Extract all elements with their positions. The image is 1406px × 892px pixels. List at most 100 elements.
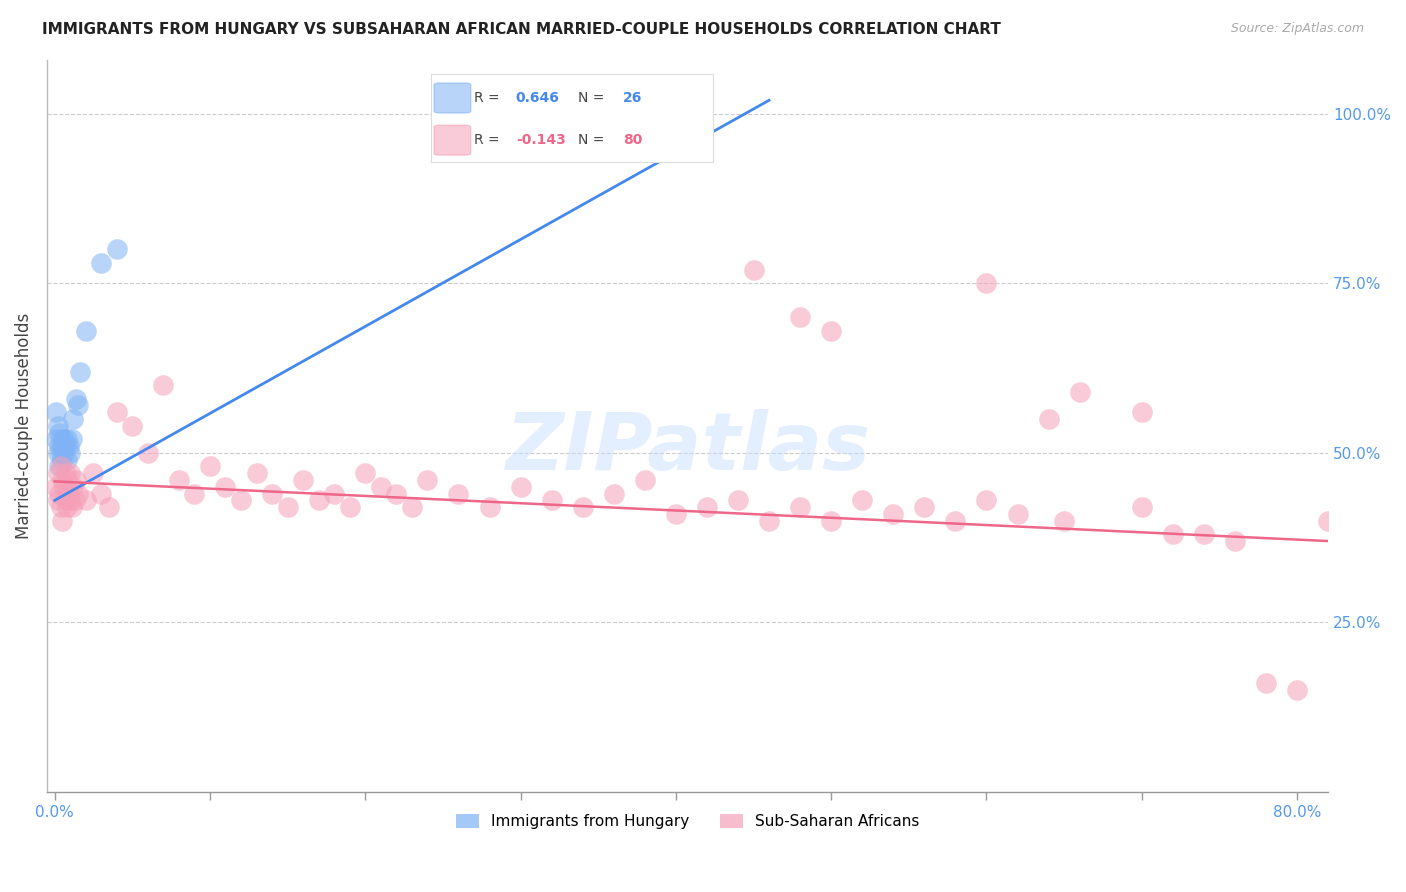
Point bbox=[742, 262, 765, 277]
Point bbox=[56, 452, 79, 467]
Point bbox=[105, 243, 128, 257]
Point bbox=[65, 473, 87, 487]
Point bbox=[1192, 527, 1215, 541]
Point bbox=[56, 433, 79, 447]
Point bbox=[60, 500, 83, 515]
Point bbox=[976, 277, 998, 291]
Point bbox=[354, 467, 377, 481]
Point bbox=[62, 480, 84, 494]
Point bbox=[52, 480, 75, 494]
Point bbox=[56, 500, 79, 515]
Point bbox=[1254, 676, 1277, 690]
Point bbox=[1317, 514, 1340, 528]
Point bbox=[55, 493, 77, 508]
Point bbox=[46, 446, 69, 460]
Point bbox=[183, 486, 205, 500]
Point bbox=[49, 500, 72, 515]
Point bbox=[945, 514, 967, 528]
Point bbox=[51, 473, 73, 487]
Point bbox=[136, 446, 159, 460]
Point bbox=[48, 486, 70, 500]
Point bbox=[370, 480, 392, 494]
Point bbox=[51, 514, 73, 528]
Y-axis label: Married-couple Households: Married-couple Households bbox=[15, 313, 32, 539]
Point bbox=[66, 486, 89, 500]
Point bbox=[46, 493, 69, 508]
Point bbox=[1130, 405, 1153, 419]
Legend: Immigrants from Hungary, Sub-Saharan Africans: Immigrants from Hungary, Sub-Saharan Afr… bbox=[450, 808, 925, 836]
Point bbox=[51, 439, 73, 453]
Point bbox=[820, 324, 842, 338]
Point bbox=[851, 493, 873, 508]
Point bbox=[1161, 527, 1184, 541]
Point bbox=[49, 446, 72, 460]
Point bbox=[696, 500, 718, 515]
Point bbox=[229, 493, 252, 508]
Point bbox=[55, 439, 77, 453]
Point bbox=[66, 399, 89, 413]
Point bbox=[509, 480, 531, 494]
Point bbox=[1007, 507, 1029, 521]
Point bbox=[63, 493, 86, 508]
Point bbox=[416, 473, 439, 487]
Point bbox=[75, 493, 97, 508]
Point bbox=[1053, 514, 1076, 528]
Point bbox=[48, 425, 70, 440]
Point bbox=[59, 467, 82, 481]
Point bbox=[540, 493, 562, 508]
Point bbox=[447, 486, 470, 500]
Point bbox=[912, 500, 935, 515]
Point bbox=[45, 480, 67, 494]
Point bbox=[277, 500, 299, 515]
Point bbox=[90, 256, 112, 270]
Point bbox=[152, 378, 174, 392]
Point bbox=[339, 500, 361, 515]
Point bbox=[167, 473, 190, 487]
Point bbox=[292, 473, 315, 487]
Point bbox=[789, 310, 811, 325]
Point bbox=[51, 452, 73, 467]
Point bbox=[46, 418, 69, 433]
Point bbox=[976, 493, 998, 508]
Point bbox=[69, 365, 91, 379]
Point bbox=[58, 486, 80, 500]
Point bbox=[262, 486, 284, 500]
Point bbox=[48, 439, 70, 453]
Point bbox=[727, 493, 749, 508]
Point bbox=[59, 493, 82, 508]
Point bbox=[308, 493, 330, 508]
Point bbox=[82, 467, 104, 481]
Point bbox=[121, 418, 143, 433]
Point bbox=[90, 486, 112, 500]
Point bbox=[665, 507, 688, 521]
Point bbox=[65, 392, 87, 406]
Point bbox=[105, 405, 128, 419]
Point bbox=[478, 500, 501, 515]
Point bbox=[58, 439, 80, 453]
Point bbox=[56, 473, 79, 487]
Point bbox=[49, 433, 72, 447]
Point bbox=[385, 486, 408, 500]
Point bbox=[1130, 500, 1153, 515]
Point bbox=[55, 467, 77, 481]
Point bbox=[401, 500, 423, 515]
Point bbox=[323, 486, 346, 500]
Point bbox=[75, 324, 97, 338]
Text: ZIPatlas: ZIPatlas bbox=[505, 409, 870, 487]
Point bbox=[62, 412, 84, 426]
Point bbox=[98, 500, 121, 515]
Point bbox=[45, 405, 67, 419]
Point bbox=[789, 500, 811, 515]
Point bbox=[882, 507, 904, 521]
Point bbox=[820, 514, 842, 528]
Point bbox=[634, 473, 657, 487]
Point bbox=[48, 459, 70, 474]
Point bbox=[46, 467, 69, 481]
Point bbox=[603, 486, 626, 500]
Point bbox=[214, 480, 236, 494]
Point bbox=[49, 459, 72, 474]
Text: IMMIGRANTS FROM HUNGARY VS SUBSAHARAN AFRICAN MARRIED-COUPLE HOUSEHOLDS CORRELAT: IMMIGRANTS FROM HUNGARY VS SUBSAHARAN AF… bbox=[42, 22, 1001, 37]
Point bbox=[758, 514, 780, 528]
Point bbox=[45, 433, 67, 447]
Point bbox=[1069, 384, 1091, 399]
